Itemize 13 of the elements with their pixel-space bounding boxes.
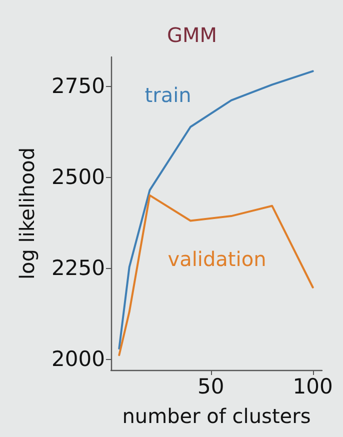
x-tick-label: 100 <box>292 374 333 398</box>
x-axis-title: number of clusters <box>122 404 311 428</box>
line-series <box>118 194 314 356</box>
series-label: validation <box>168 246 266 271</box>
chart-title: GMM <box>166 23 218 47</box>
x-tick-label: 50 <box>198 374 224 398</box>
y-tick-label: 2750 <box>52 74 105 98</box>
y-axis-title: log likelihood <box>15 147 39 280</box>
y-tick-label: 2500 <box>52 165 105 190</box>
series-label: train <box>144 83 192 108</box>
y-tick-label: 2000 <box>52 347 105 372</box>
line-series <box>118 70 314 350</box>
y-tick-label: 2250 <box>52 256 105 280</box>
